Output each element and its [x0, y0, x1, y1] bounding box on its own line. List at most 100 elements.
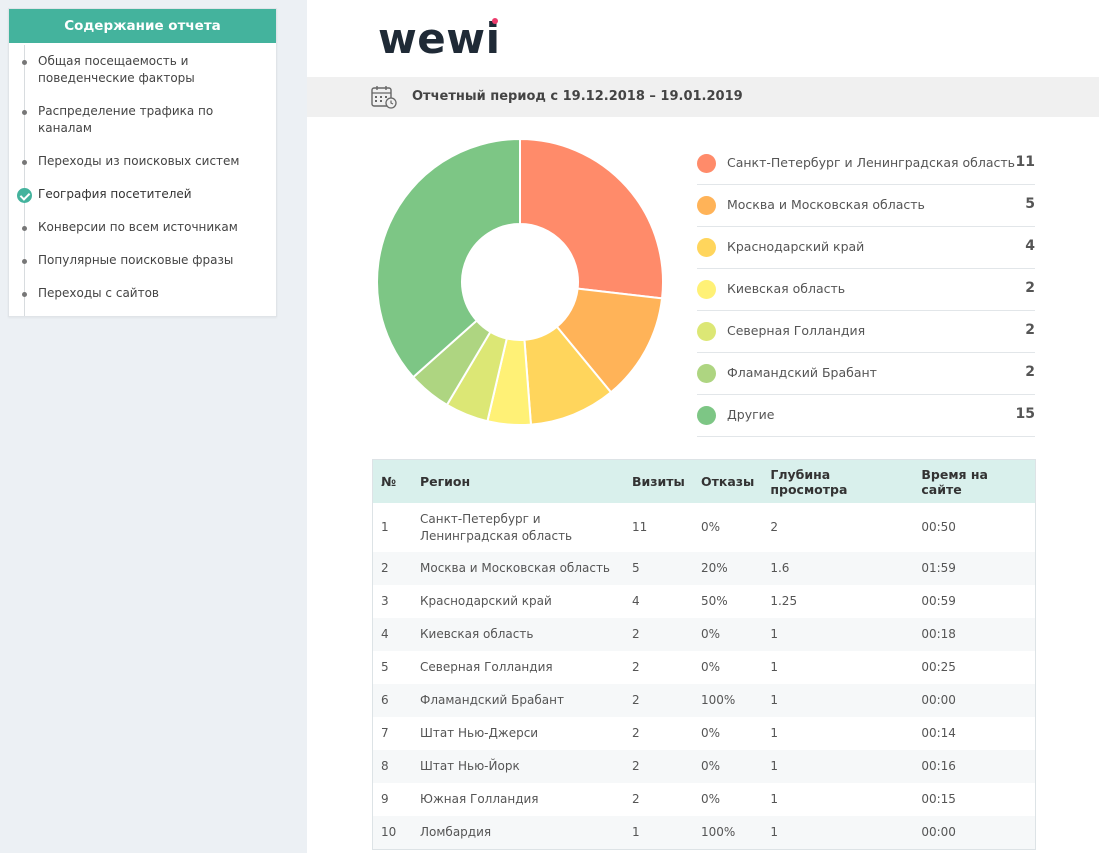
cell-visits: 2 — [624, 750, 693, 783]
cell-depth: 1 — [762, 816, 914, 849]
legend-label: Фламандский Брабант — [727, 365, 877, 380]
sidebar-item-label: Распределение трафика по каналам — [38, 104, 214, 135]
cell-depth: 1 — [770, 660, 778, 674]
col-header-number[interactable]: № — [373, 460, 411, 503]
cell-region: Фламандский Брабант — [411, 684, 624, 717]
legend-value: 15 — [1015, 406, 1035, 422]
table-header-row: № Регион Визиты Отказы Глубина просмотра… — [373, 460, 1035, 503]
cell-time: 00:14 — [921, 726, 956, 740]
table-row: 5 Северная Голландия 2 0% 1 00:25 — [373, 651, 1035, 684]
legend-label: Северная Голландия — [727, 323, 866, 338]
col-header-visits[interactable]: Визиты — [624, 460, 693, 503]
cell-time: 01:59 — [913, 552, 1035, 585]
cell-bounces: 0% — [693, 618, 763, 651]
cell-region: Южная Голландия — [420, 792, 539, 806]
cell-region: Краснодарский край — [420, 594, 552, 608]
sidebar-item[interactable]: Популярные поисковые фразы — [9, 244, 276, 277]
cell-bounces: 100% — [693, 816, 763, 849]
cell-bounces: 50% — [701, 594, 728, 608]
cell-visits: 2 — [624, 684, 693, 717]
table-row: 6 Фламандский Брабант 2 100% 1 00:00 — [373, 684, 1035, 717]
table-row: 9 Южная Голландия 2 0% 1 00:15 — [373, 783, 1035, 816]
cell-region: Штат Нью-Йорк — [411, 750, 624, 783]
period-bar: Отчетный период с 19.12.2018 – 19.01.201… — [307, 77, 1099, 117]
donut-slice[interactable] — [519, 138, 664, 300]
cell-visits: 2 — [632, 792, 640, 806]
cell-visits: 1 — [624, 816, 693, 849]
legend-label: Другие — [727, 407, 775, 422]
logo-text: wewi — [378, 14, 501, 63]
legend-value: 4 — [1025, 238, 1035, 254]
legend-value: 2 — [1025, 364, 1035, 380]
legend-value: 2 — [1025, 322, 1035, 338]
cell-depth: 1 — [770, 726, 778, 740]
calendar-clock-icon — [371, 86, 397, 109]
legend-value: 2 — [1025, 280, 1035, 296]
col-header-region[interactable]: Регион — [411, 460, 624, 503]
cell-time: 00:59 — [921, 594, 956, 608]
cell-number: 8 — [373, 750, 411, 783]
cell-depth: 1 — [762, 684, 914, 717]
col-header-depth[interactable]: Глубина просмотра — [762, 460, 914, 503]
check-circle-icon — [17, 188, 32, 203]
cell-bounces: 0% — [701, 520, 721, 534]
cell-time: 00:00 — [913, 684, 1035, 717]
legend-item: Северная Голландия 2 — [697, 311, 1035, 353]
sidebar-item-label: Конверсии по всем источникам — [38, 220, 238, 234]
sidebar-timeline-line — [24, 45, 25, 316]
cell-visits: 2 — [624, 618, 693, 651]
legend-color-dot — [697, 322, 716, 341]
col-header-time[interactable]: Время на сайте — [913, 460, 1035, 503]
col-header-bounces[interactable]: Отказы — [693, 460, 763, 503]
table-row: 4 Киевская область 2 0% 1 00:18 — [373, 618, 1035, 651]
cell-number: 10 — [373, 816, 411, 849]
cell-number: 7 — [381, 726, 389, 740]
cell-bounces: 20% — [693, 552, 763, 585]
bullet-dot-icon — [22, 160, 27, 165]
sidebar-item-label: Популярные поисковые фразы — [38, 253, 234, 267]
table-row: 1 Санкт-Петербург и Ленинградская область… — [373, 503, 1035, 552]
sidebar-item[interactable]: Переходы с сайтов — [9, 277, 276, 310]
cell-bounces: 0% — [693, 750, 763, 783]
legend-color-dot — [697, 364, 716, 383]
bullet-dot-icon — [22, 259, 27, 264]
legend-item: Другие 15 — [697, 395, 1035, 437]
sidebar-item-label: Переходы с сайтов — [38, 286, 160, 300]
cell-region: Северная Голландия — [420, 660, 553, 674]
sidebar-item-label: Переходы из поисковых систем — [38, 154, 240, 168]
cell-visits: 5 — [624, 552, 693, 585]
legend-color-dot — [697, 406, 716, 425]
period-text: Отчетный период с 19.12.2018 – 19.01.201… — [412, 89, 743, 104]
legend-value: 11 — [1015, 154, 1035, 170]
legend-color-dot — [697, 238, 716, 257]
cell-number: 1 — [381, 520, 389, 534]
cell-region: Ломбардия — [411, 816, 624, 849]
sidebar-item-label: География посетителей — [38, 187, 192, 201]
wewi-logo: wewi — [378, 14, 500, 64]
table-row: 2 Москва и Московская область 5 20% 1.6 01:59 — [373, 552, 1035, 585]
cell-bounces: 0% — [701, 792, 721, 806]
sidebar-item[interactable]: География посетителей — [9, 178, 276, 211]
report-contents-sidebar: Содержание отчета Общая посещаемость и п… — [8, 8, 277, 317]
cell-bounces: 0% — [701, 726, 721, 740]
cell-visits: 2 — [632, 660, 640, 674]
cell-time: 00:50 — [921, 520, 956, 534]
sidebar-item[interactable]: Общая посещаемость и поведенческие факто… — [9, 45, 276, 95]
bullet-dot-icon — [22, 110, 27, 115]
cell-time: 00:18 — [913, 618, 1035, 651]
donut-slice[interactable] — [376, 138, 521, 379]
cell-visits: 4 — [632, 594, 640, 608]
legend-label: Киевская область — [727, 281, 846, 296]
cell-depth: 1 — [762, 618, 914, 651]
legend-label: Санкт-Петербург и Ленинградская область — [727, 155, 1016, 170]
cell-region: Санкт-Петербург и Ленинградская область — [420, 511, 573, 543]
legend-item: Краснодарский край 4 — [697, 227, 1035, 269]
sidebar-item[interactable]: Конверсии по всем источникам — [9, 211, 276, 244]
legend-item: Киевская область 2 — [697, 269, 1035, 311]
bullet-dot-icon — [22, 226, 27, 231]
sidebar-item[interactable]: Распределение трафика по каналам — [9, 95, 276, 145]
cell-number: 4 — [373, 618, 411, 651]
sidebar-item[interactable]: Переходы из поисковых систем — [9, 145, 276, 178]
legend-value: 5 — [1025, 196, 1035, 212]
regions-table: № Регион Визиты Отказы Глубина просмотра… — [372, 459, 1036, 850]
